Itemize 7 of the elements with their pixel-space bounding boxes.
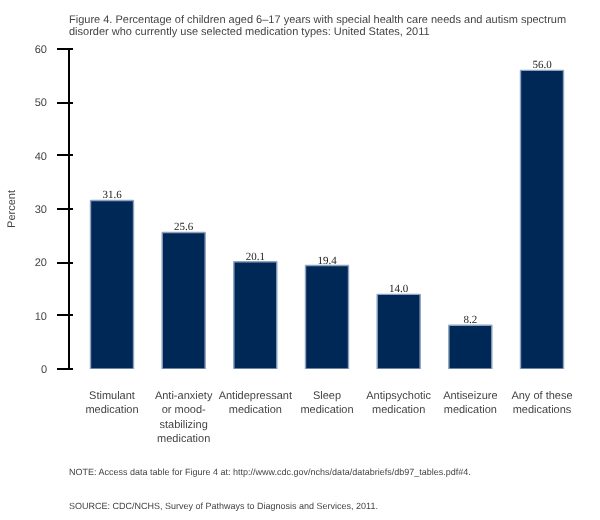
bar xyxy=(304,264,350,369)
bar xyxy=(376,293,421,369)
bar xyxy=(161,231,206,369)
bar xyxy=(89,199,135,369)
bar xyxy=(448,324,493,369)
bar xyxy=(519,69,565,369)
bar xyxy=(233,261,278,369)
